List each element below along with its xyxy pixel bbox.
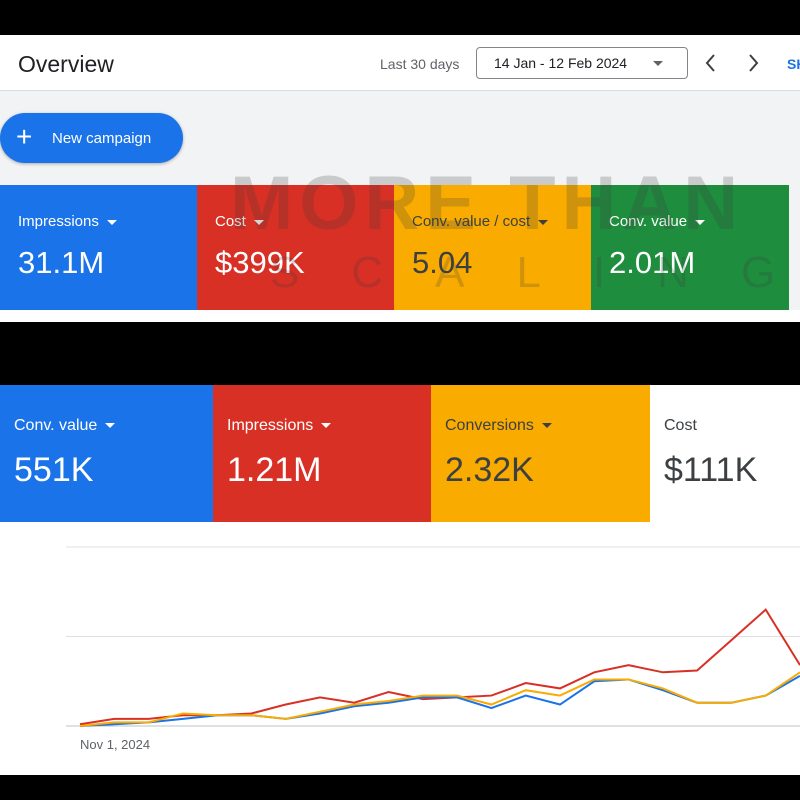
metric-card[interactable]: Cost $111K (650, 385, 800, 522)
metric-value: $111K (664, 451, 758, 489)
title: Overview (18, 51, 114, 77)
range-label: Last 30 days (380, 56, 460, 72)
plus-icon: + (16, 121, 33, 152)
metric-label: Impressions (227, 417, 332, 435)
metric-card[interactable]: Conv. value / cost 5.04 (394, 185, 591, 310)
caret (105, 423, 116, 429)
series-line (79, 671, 800, 727)
metric-card[interactable]: Conv. value 2.01M (591, 185, 789, 310)
metric-value: $399K (215, 245, 305, 280)
metric-value: 2.01M (609, 245, 696, 280)
cut-link[interactable]: SH (787, 56, 800, 72)
metric-card[interactable]: Conversions 2.32K (431, 385, 650, 522)
metric-value: 2.32K (445, 451, 534, 489)
metric-value: 551K (14, 451, 94, 489)
metric-card[interactable]: Cost $399K (197, 185, 394, 310)
series-line (79, 608, 800, 726)
caret (106, 219, 117, 225)
metric-card[interactable]: Impressions 31.1M (0, 185, 197, 310)
date-dropdown[interactable]: 14 Jan - 12 Feb 2024 (476, 47, 688, 79)
caret (541, 423, 552, 429)
metric-label: Conv. value (14, 417, 116, 435)
caret (695, 219, 706, 225)
watermark: MORE THAN (230, 161, 745, 246)
button-label: New campaign (52, 130, 152, 147)
caret (321, 423, 332, 429)
overview-panel: Overview Last 30 days 14 Jan - 12 Feb 20… (0, 35, 800, 322)
header: Overview Last 30 days 14 Jan - 12 Feb 20… (0, 35, 800, 91)
metric-label: Conv. value / cost (412, 213, 549, 230)
metric-card[interactable]: Conv. value 551K (0, 385, 213, 522)
metric-label: Cost (215, 213, 264, 230)
nav-arrows[interactable] (700, 52, 770, 74)
metric-label: Conversions (445, 417, 552, 435)
metric-card[interactable]: Impressions 1.21M (213, 385, 431, 522)
metric-value: 31.1M (18, 245, 105, 280)
metric-label: Cost (664, 417, 697, 434)
metric-value: 1.21M (227, 451, 322, 489)
metric-value: 5.04 (412, 245, 473, 280)
caret (538, 219, 549, 225)
x-tick-label: Nov 1, 2024 (80, 737, 150, 752)
metric-label: Conv. value (609, 213, 706, 230)
metric-label: Impressions (18, 213, 117, 230)
date-range: 14 Jan - 12 Feb 2024 (494, 55, 628, 71)
panel-footer (0, 310, 800, 322)
chart-panel: Conv. value 551K Impressions 1.21M Conversio… (0, 385, 800, 775)
chart: Nov 1, 2024 (66, 546, 800, 752)
caret (253, 219, 264, 225)
new-campaign-button[interactable]: + New campaign (0, 113, 183, 163)
watermark: SCALING (270, 248, 800, 297)
dropdown-caret (653, 61, 663, 66)
